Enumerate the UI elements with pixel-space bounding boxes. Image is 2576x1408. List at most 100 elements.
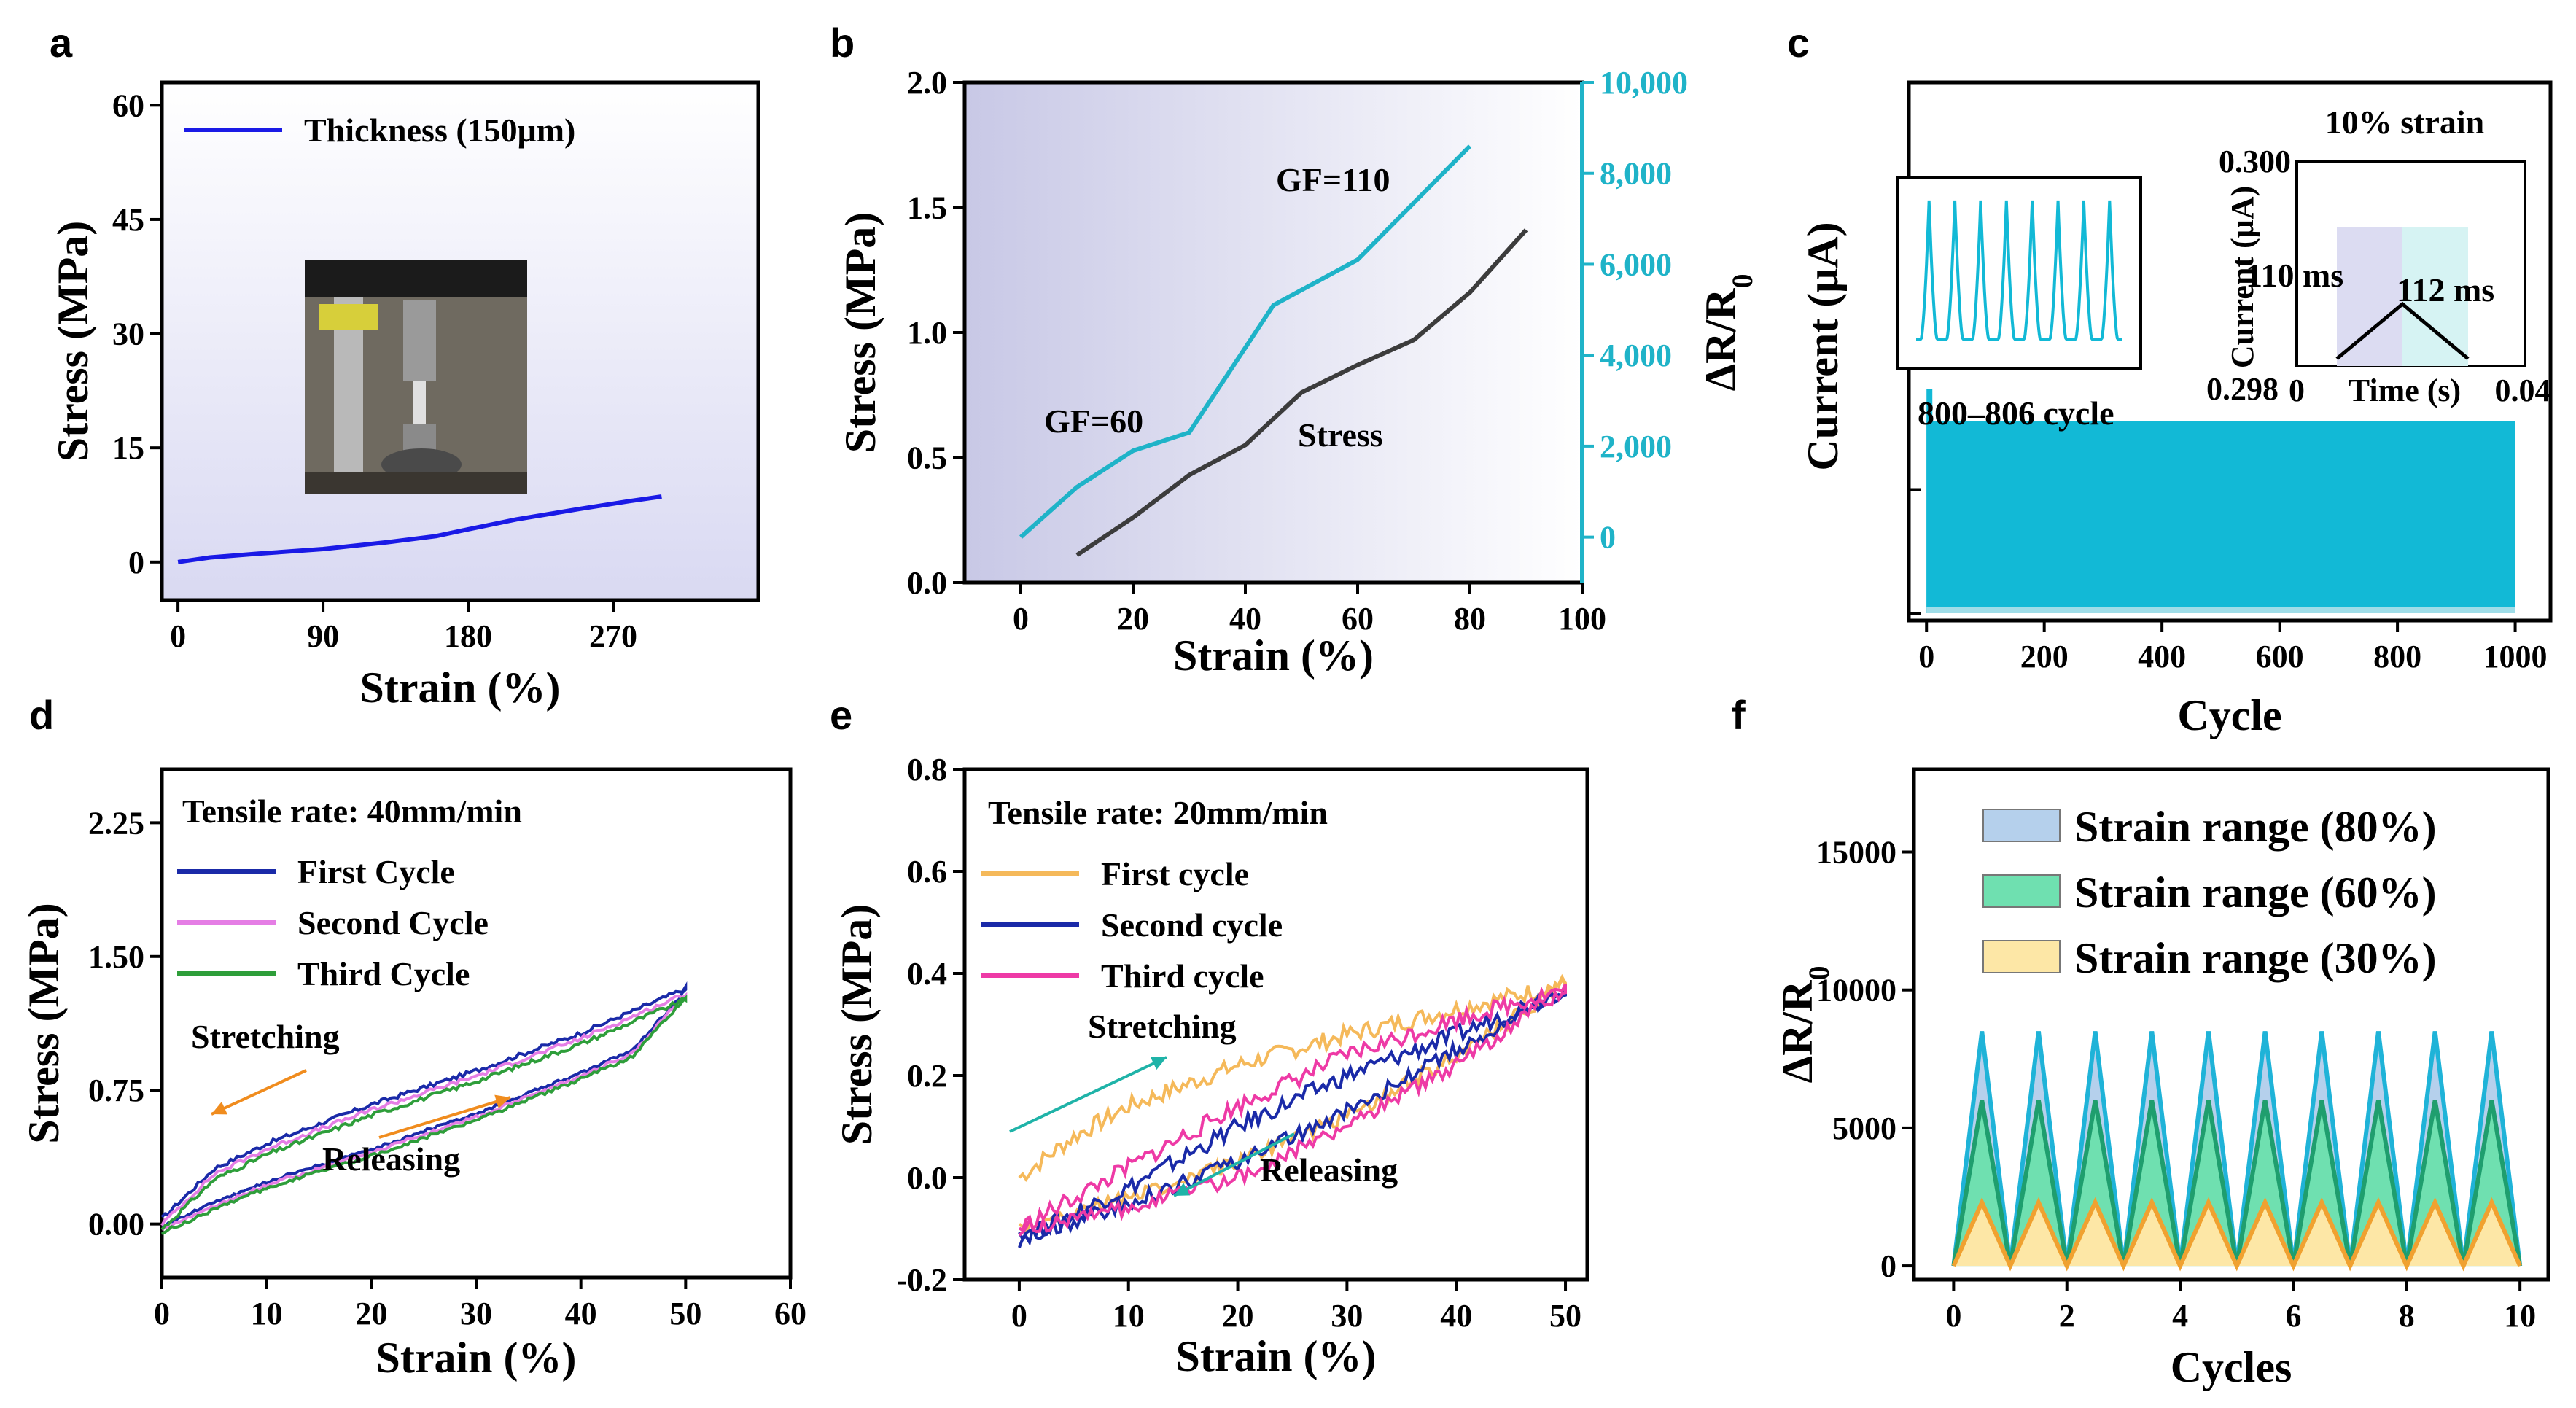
panel-c-inset-zoom-rise-label: 110 ms: [2246, 257, 2343, 294]
panel-b-ylabel-right: ΔR/R0: [1697, 274, 1759, 392]
panel-d-xlabel: Strain (%): [376, 1334, 577, 1382]
panel-b-ytick-right-label: 4,000: [1600, 338, 1672, 373]
panel-b-series-stress: [1075, 228, 1528, 557]
panel-e-frame: [962, 767, 1589, 1282]
panel-d-ytick-label: 0.00: [88, 1207, 144, 1242]
panel-a-photo-crosshead: [305, 260, 527, 297]
panel-d-series-3: [160, 994, 688, 1236]
panel-a-series-thickness: [177, 494, 662, 564]
panel-d-xtick-label: 10: [251, 1296, 283, 1331]
panel-a-ytick-label: 0: [128, 545, 144, 580]
panel-c-xtick-label: 400: [2138, 639, 2186, 674]
panel-e-letter: e: [830, 692, 852, 738]
panel-a-xtick-label: 0: [170, 618, 186, 654]
panel-d-xtick-label: 50: [669, 1296, 701, 1331]
panel-a-letter: a: [50, 20, 73, 66]
panel-f-ylabel-subscript: 0: [1802, 966, 1835, 981]
panel-d-arrow-stretching-shaft: [211, 1069, 307, 1116]
panel-e-arrow-releasing-head: [1174, 1183, 1190, 1196]
panel-d-ylabel: Stress (MPa): [20, 903, 68, 1143]
panel-f-letter: f: [1732, 692, 1746, 738]
panel-c-letter: c: [1787, 20, 1810, 66]
panel-b-xlabel: Strain (%): [1173, 631, 1374, 680]
panel-c-xlabel: Cycle: [2177, 691, 2281, 739]
panel-f-xtick-label: 0: [1945, 1298, 1961, 1334]
panel-e-annotation-stretching: Stretching: [1088, 1008, 1237, 1045]
panel-c-inset-zoom-xlabel: Time (s): [2349, 373, 2461, 408]
panel-b-ytick-label: 1.0: [907, 315, 947, 351]
panel-a-ytick-label: 60: [112, 87, 144, 123]
panel-b-ylabel-right-subscript: 0: [1726, 274, 1759, 289]
panel-a-xtick-label: 90: [307, 618, 339, 654]
panel-d-xtick-label: 40: [565, 1296, 597, 1331]
panel-c-current-band: [1926, 421, 2515, 613]
panel-f-xlabel: Cycles: [2171, 1343, 2292, 1391]
panel-d-annotation-stretching: Stretching: [191, 1018, 340, 1055]
panel-a-ytick-label: 45: [112, 202, 144, 238]
panel-c-xtick-label: 200: [2020, 639, 2069, 674]
panel-f-legend-2-swatch: [1982, 874, 2061, 908]
panel-d-arrow-releasing-shaft: [378, 1096, 511, 1139]
panel-c-annotation-strain: 10% strain: [2325, 104, 2485, 141]
panel-e-legend-1-label: First cycle: [1101, 855, 1249, 892]
panel-d-ytick-label: 2.25: [88, 805, 144, 841]
panel-d-arrow-stretching-head: [211, 1102, 227, 1115]
panel-e-xtick-label: 0: [1011, 1298, 1027, 1334]
panel-b-background: [965, 82, 1582, 583]
panel-d-arrow-releasing-head: [494, 1094, 510, 1108]
panel-b-ytick-label: 1.5: [907, 190, 947, 226]
panel-c-inset-cycles-trace: [1916, 200, 2122, 341]
panel-c-inset-zoom-rise-region: [2337, 227, 2402, 366]
panel-b-ytick-label: 2.0: [907, 65, 947, 101]
panel-a-photo-table: [305, 472, 527, 494]
panel-e-arrow-stretching-head: [1151, 1057, 1167, 1070]
panel-d-series-2: [160, 992, 688, 1232]
panel-d-xtick-label: 20: [355, 1296, 387, 1331]
panel-f-xtick-label: 8: [2399, 1298, 2415, 1334]
panel-b-annotation-stress: Stress: [1298, 416, 1383, 454]
panel-f-ytick-label: 5000: [1832, 1111, 1896, 1146]
panel-a-ylabel: Stress (MPa): [49, 221, 97, 462]
panel-c-inset-cycles-label: 800–806 cycle: [1918, 394, 2114, 432]
panel-c-inset-zoom-fall-region: [2402, 227, 2468, 366]
panel-f-legend-1-swatch: [1982, 809, 2061, 842]
panel-a-ytick-label: 15: [112, 430, 144, 466]
panel-c-inset-zoom-trace: [2335, 301, 2470, 360]
panel-c-inset-zoom-xtick-0: 0: [2289, 373, 2305, 408]
panel-d-legend-3-label: Third Cycle: [297, 955, 470, 992]
panel-e-arrow-releasing-shaft: [1173, 1132, 1295, 1197]
panel-e-xtick-label: 10: [1113, 1298, 1145, 1334]
panel-a-photo-upper-grip: [403, 300, 436, 381]
panel-d-legend-1-label: First Cycle: [297, 853, 455, 890]
panel-f-xtick-label: 6: [2285, 1298, 2301, 1334]
panel-c-inset-cycles-frame: [1896, 176, 2142, 370]
panel-f-legend-2-label: Strain range (60%): [2074, 868, 2437, 917]
panel-f-ytick-label: 10000: [1816, 973, 1896, 1008]
panel-b-annotation-gf60: GF=60: [1044, 402, 1143, 440]
panel-c-inset-zoom-ytick-bottom: 0.298: [2206, 371, 2279, 407]
panel-e-ytick-label: 0.8: [907, 752, 947, 787]
panel-c-xtick-label: 0: [1918, 639, 1934, 674]
panel-e-ytick-label: -0.2: [896, 1262, 947, 1298]
panel-a-photo-yellow-band: [319, 304, 378, 330]
panel-f-legend-3-label: Strain range (30%): [2074, 934, 2437, 982]
panel-f-series-3-fill: [1953, 1202, 2521, 1267]
panel-a-legend-label: Thickness (150μm): [304, 112, 575, 149]
panel-b-ytick-right-label: 0: [1600, 520, 1616, 556]
panel-c-xtick-label: 800: [2373, 639, 2421, 674]
panel-e-ytick-label: 0.2: [907, 1058, 947, 1094]
panel-f-frame: [1912, 767, 2550, 1282]
panel-d-annotation-releasing: Releasing: [322, 1140, 460, 1178]
panel-d-series-1: [160, 981, 688, 1228]
panel-f-xtick-label: 4: [2172, 1298, 2188, 1334]
panel-b-letter: b: [830, 20, 855, 66]
panel-a-xtick-label: 270: [589, 618, 637, 654]
panel-d-legend-2-label: Second Cycle: [297, 904, 489, 941]
panel-f-legend-1-label: Strain range (80%): [2074, 803, 2437, 851]
panel-b-ytick-right-label: 8,000: [1600, 156, 1672, 192]
panel-b-ylabel: Stress (MPa): [836, 212, 884, 453]
panel-d-xtick-label: 60: [774, 1296, 806, 1331]
panel-e-legend-3-label: Third cycle: [1101, 957, 1264, 995]
